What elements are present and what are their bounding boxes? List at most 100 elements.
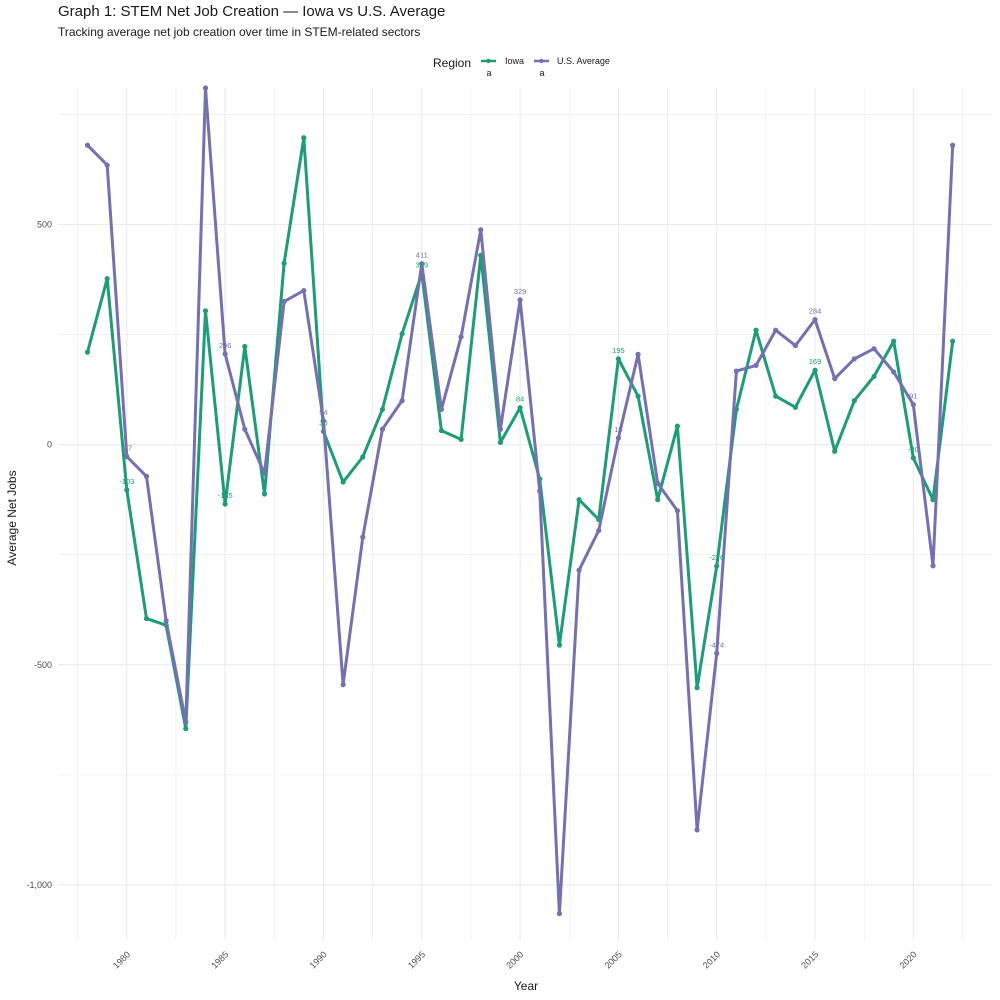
legend-iowa-label: Iowa	[505, 56, 524, 66]
data-point-iowa	[497, 439, 504, 446]
data-point-us-average	[910, 401, 916, 408]
data-point-us-average	[674, 508, 680, 514]
data-point-us-average	[871, 346, 877, 352]
x-tick-label: 1985	[209, 949, 230, 970]
data-point-iowa	[812, 367, 818, 373]
data-point-us-average	[320, 418, 327, 424]
x-tick-label: 1980	[111, 949, 132, 970]
data-point-us-average	[694, 827, 700, 833]
y-tick-label: -500	[34, 660, 52, 670]
data-point-us-average	[399, 398, 405, 404]
data-point-us-average	[832, 376, 838, 382]
data-point-iowa	[753, 327, 759, 333]
x-tick-label: 2010	[701, 949, 722, 970]
data-point-us-average	[851, 356, 857, 362]
data-label: 30	[319, 418, 327, 427]
x-tick-label: 2020	[898, 949, 919, 970]
data-label: -30	[908, 445, 919, 454]
data-point-us-average	[615, 435, 622, 441]
data-point-us-average	[379, 426, 386, 432]
data-point-us-average	[242, 426, 248, 432]
data-point-us-average	[635, 351, 641, 357]
data-label-layer: -103 -135 30 389 84 195 -276 169 -30 -27 206 54 411 3…	[119, 251, 918, 650]
data-point-us-average	[517, 297, 523, 303]
data-point-iowa	[438, 427, 445, 434]
data-label: -276	[709, 553, 724, 562]
data-point-us-average	[104, 162, 110, 168]
data-point-iowa	[104, 276, 110, 282]
data-point-iowa	[950, 338, 956, 344]
data-label: -103	[119, 477, 134, 486]
legend-iowa-point	[486, 58, 491, 64]
data-label: 411	[416, 251, 428, 260]
data-point-us-average	[183, 719, 189, 725]
data-point-iowa	[714, 563, 720, 569]
data-point-us-average	[733, 368, 739, 374]
data-point-us-average	[930, 563, 936, 569]
data-label: -474	[709, 640, 724, 649]
data-point-us-average	[301, 287, 307, 294]
data-label: 91	[909, 392, 917, 401]
y-tick-label: 0	[47, 440, 52, 450]
y-tick-label: 500	[37, 219, 52, 229]
data-point-iowa	[910, 455, 916, 461]
data-label: 195	[612, 346, 625, 355]
data-point-iowa	[694, 685, 700, 691]
data-point-iowa	[301, 135, 307, 141]
x-tick-label: 2015	[799, 949, 820, 970]
legend: Region Iowa a U.S. Average a	[433, 56, 610, 78]
data-point-us-average	[792, 342, 798, 349]
data-label: 54	[319, 408, 327, 417]
data-point-iowa	[360, 454, 366, 460]
data-label: 329	[514, 287, 527, 296]
data-point-iowa	[773, 393, 779, 399]
data-point-iowa	[84, 349, 91, 355]
data-point-us-average	[753, 362, 759, 368]
data-point-us-average	[143, 473, 150, 479]
data-point-us-average	[950, 142, 956, 148]
data-point-iowa	[242, 343, 248, 350]
data-point-us-average	[222, 351, 228, 357]
data-point-us-average	[556, 910, 563, 917]
data-point-us-average	[202, 85, 209, 91]
data-point-iowa	[891, 338, 897, 344]
data-point-iowa	[792, 404, 798, 410]
data-label: 206	[219, 341, 232, 350]
data-point-us-average	[537, 488, 543, 494]
data-point-us-average	[163, 618, 169, 624]
data-point-iowa	[261, 491, 268, 497]
data-point-iowa	[222, 501, 228, 507]
data-point-us-average	[261, 470, 268, 476]
data-point-us-average	[458, 334, 464, 340]
x-tick-label: 2005	[603, 949, 624, 970]
data-point-iowa	[556, 642, 563, 648]
data-point-iowa	[615, 356, 622, 362]
y-axis-title: Average Net Jobs	[5, 470, 19, 565]
data-point-us-average	[478, 227, 484, 233]
data-point-us-average	[812, 317, 818, 323]
x-tick-label: 2000	[504, 949, 525, 970]
data-point-iowa	[143, 615, 150, 622]
data-point-iowa	[281, 260, 287, 266]
data-point-iowa	[202, 308, 209, 314]
legend-iowa-key-glyph: a	[487, 68, 492, 78]
data-point-iowa	[183, 726, 189, 732]
data-point-iowa	[674, 423, 680, 429]
series-layer	[84, 85, 956, 917]
data-point-us-average	[714, 650, 720, 656]
data-label: 84	[516, 395, 524, 404]
data-point-us-average	[360, 534, 366, 540]
data-point-iowa	[458, 436, 464, 442]
x-tick-label: 1995	[406, 949, 427, 970]
data-point-us-average	[84, 142, 91, 148]
data-point-iowa	[851, 398, 857, 404]
data-point-us-average	[655, 480, 661, 486]
data-point-iowa	[576, 497, 582, 503]
data-point-iowa	[340, 479, 346, 485]
data-point-us-average	[891, 369, 897, 375]
data-point-iowa	[871, 373, 877, 380]
data-point-iowa	[399, 331, 405, 337]
data-point-us-average	[419, 261, 425, 267]
chart-subtitle: Tracking average net job creation over t…	[58, 25, 421, 39]
